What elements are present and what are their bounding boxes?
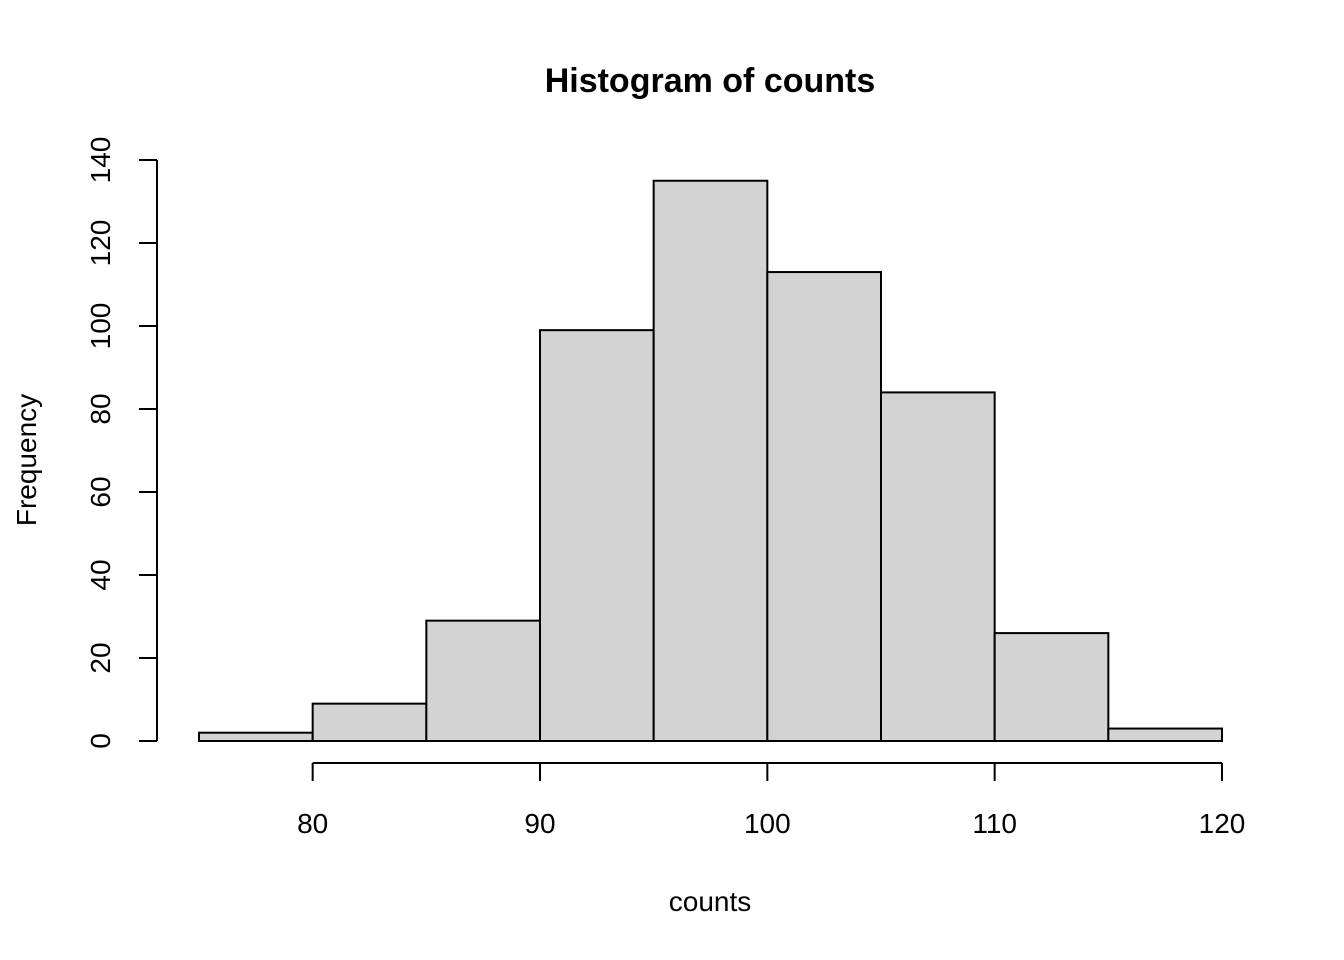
histogram-bar-115-120	[1107, 727, 1224, 742]
y-tick-label: 0	[85, 733, 116, 749]
y-tick-label: 60	[85, 476, 116, 507]
x-tick-label: 120	[1199, 808, 1246, 839]
y-tick-label: 140	[85, 137, 116, 184]
y-tick-label: 40	[85, 559, 116, 590]
x-tick-label: 100	[744, 808, 791, 839]
x-tick-label: 80	[297, 808, 328, 839]
x-axis-label: counts	[669, 886, 752, 917]
histogram-bar-95-100	[652, 179, 769, 742]
y-tick-label: 120	[85, 220, 116, 267]
y-axis-label: Frequency	[11, 394, 42, 526]
histogram-bar-105-110	[880, 391, 996, 742]
histogram-bar-75-80	[198, 731, 314, 743]
y-axis: 0 20 40 60 80 100 120 140	[85, 137, 158, 749]
y-tick-label: 80	[85, 393, 116, 424]
x-tick-label: 110	[972, 808, 1017, 839]
bars-layer	[198, 179, 1224, 743]
histogram-bar-80-85	[311, 702, 428, 743]
chart-title: Histogram of counts	[545, 62, 876, 100]
histogram-bar-90-95	[539, 329, 655, 742]
histogram-bar-85-90	[425, 619, 542, 743]
x-axis: 80 90 100 110 120	[297, 762, 1246, 839]
x-tick-label: 90	[524, 808, 555, 839]
histogram-bar-110-115	[993, 632, 1110, 742]
y-tick-label: 20	[85, 642, 116, 673]
histogram-bar-100-105	[766, 271, 882, 742]
y-tick-label: 100	[85, 303, 116, 350]
